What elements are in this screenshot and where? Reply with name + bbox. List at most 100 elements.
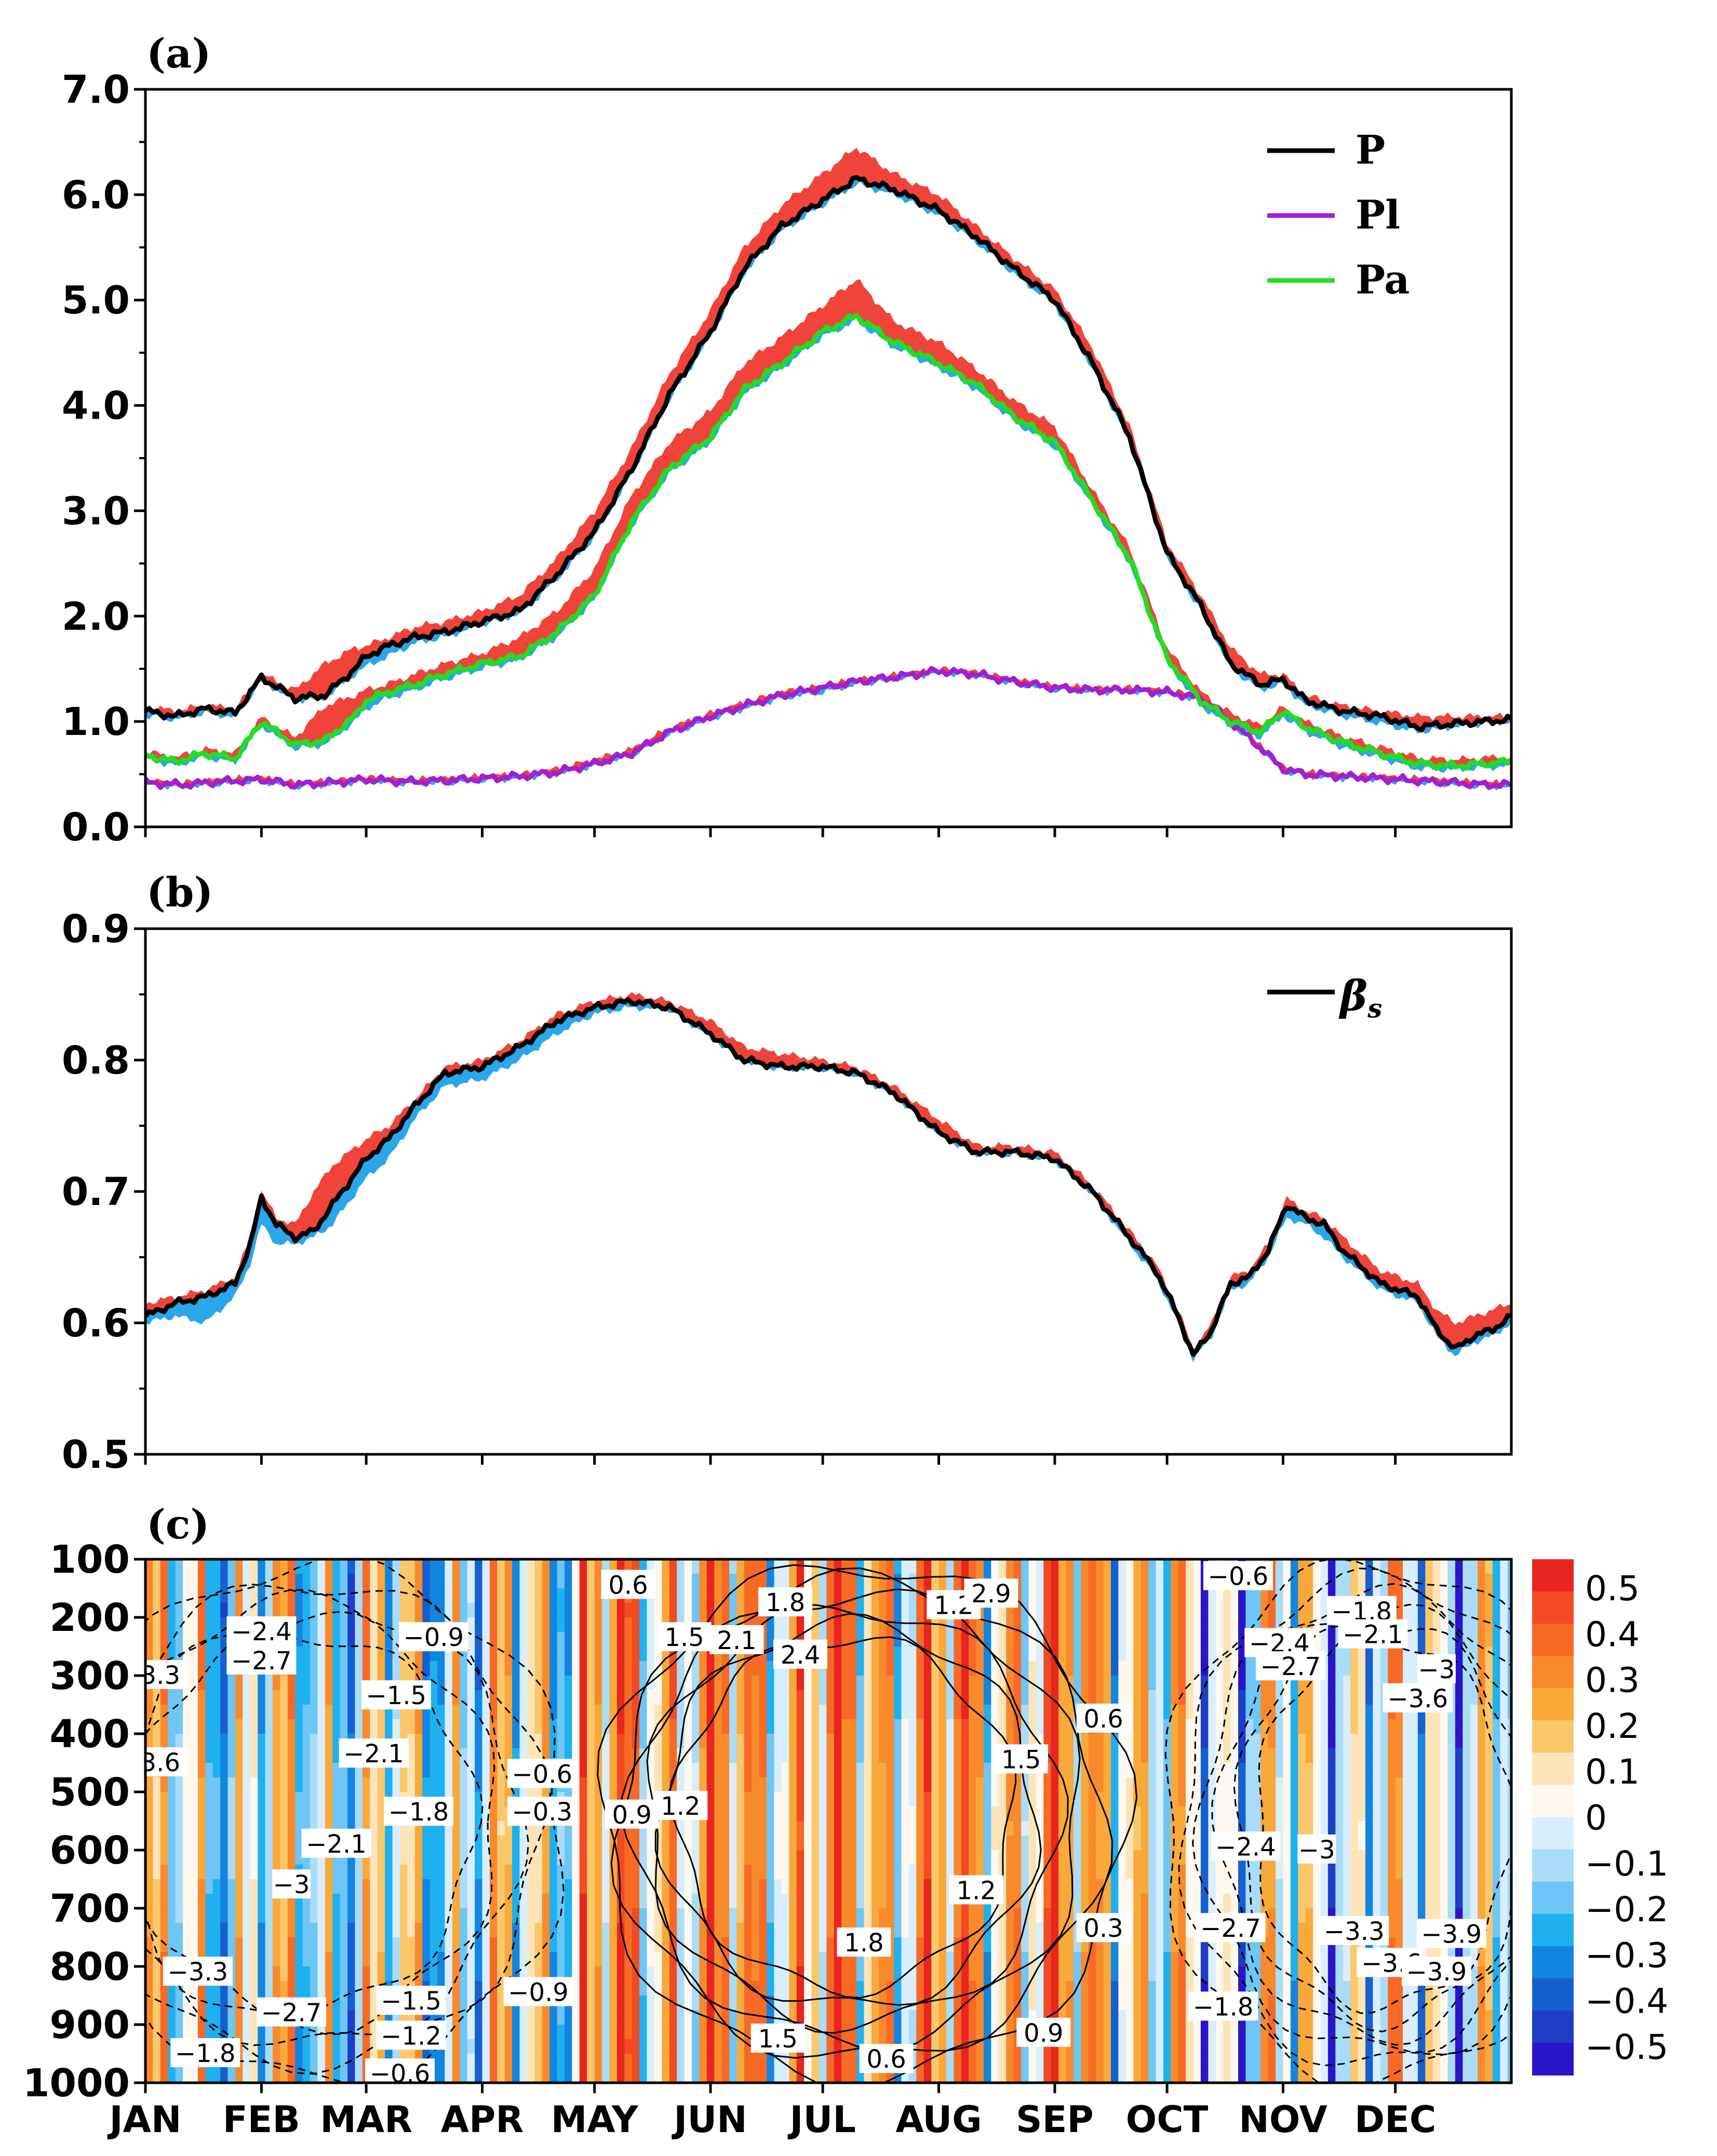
heatmap-cell bbox=[908, 1603, 917, 1618]
heatmap-cell bbox=[534, 1879, 543, 1894]
heatmap-cell bbox=[632, 1661, 640, 1676]
heatmap-cell bbox=[310, 1894, 318, 1909]
heatmap-cell bbox=[1058, 2054, 1067, 2069]
heatmap-cell bbox=[400, 1952, 408, 1967]
heatmap-cell bbox=[460, 1748, 468, 1763]
heatmap-cell bbox=[796, 1777, 805, 1792]
heatmap-cell bbox=[804, 1806, 812, 1822]
heatmap-cell bbox=[774, 1850, 782, 1865]
heatmap-cell bbox=[153, 1792, 161, 1807]
heatmap-cell bbox=[519, 1676, 528, 1691]
heatmap-cell bbox=[1028, 1690, 1037, 1705]
heatmap-cell bbox=[1125, 2054, 1134, 2069]
heatmap-cell bbox=[587, 1894, 595, 1909]
heatmap-cell bbox=[572, 1632, 580, 1647]
heatmap-cell bbox=[1043, 1981, 1052, 1996]
heatmap-cell bbox=[706, 1865, 715, 1880]
heatmap-cell bbox=[841, 1734, 850, 1749]
heatmap-cell bbox=[340, 1719, 348, 1734]
heatmap-cell bbox=[804, 1923, 812, 1938]
heatmap-cell bbox=[220, 1661, 229, 1676]
heatmap-cell bbox=[998, 1632, 1007, 1647]
heatmap-cell bbox=[706, 1952, 715, 1967]
heatmap-cell bbox=[774, 1792, 782, 1807]
heatmap-cell bbox=[662, 1879, 670, 1894]
heatmap-cell bbox=[616, 1676, 625, 1691]
heatmap-cell bbox=[205, 1719, 213, 1734]
heatmap-cell bbox=[437, 1836, 446, 1851]
heatmap-cell bbox=[759, 1806, 768, 1822]
heatmap-cell bbox=[1141, 1865, 1149, 1880]
heatmap-cell bbox=[160, 1588, 169, 1603]
heatmap-cell bbox=[1081, 1646, 1089, 1662]
heatmap-cell bbox=[497, 1603, 505, 1618]
heatmap-cell bbox=[849, 1690, 857, 1705]
heatmap-cell bbox=[273, 1850, 281, 1865]
heatmap-cell bbox=[736, 1705, 745, 1720]
heatmap-cell bbox=[616, 1836, 625, 1851]
heatmap-cell bbox=[759, 1705, 768, 1720]
heatmap-cell bbox=[946, 1937, 955, 1952]
heatmap-cell bbox=[969, 1719, 977, 1734]
heatmap-cell bbox=[332, 1937, 341, 1952]
heatmap-cell bbox=[310, 1617, 318, 1632]
heatmap-cell bbox=[901, 1908, 909, 1923]
heatmap-cell bbox=[534, 1661, 543, 1676]
heatmap-cell bbox=[430, 1559, 438, 1574]
heatmap-cell bbox=[250, 1879, 259, 1894]
heatmap-cell bbox=[923, 1574, 932, 1589]
heatmap-cell bbox=[789, 1719, 797, 1734]
heatmap-cell bbox=[864, 1996, 872, 2011]
heatmap-cell bbox=[624, 1996, 633, 2011]
heatmap-cell bbox=[699, 1966, 707, 1981]
heatmap-cell bbox=[197, 1996, 206, 2011]
heatmap-cell bbox=[212, 1836, 221, 1851]
heatmap-cell bbox=[647, 1850, 655, 1865]
heatmap-cell bbox=[258, 1966, 266, 1981]
heatmap-cell bbox=[549, 1559, 558, 1574]
heatmap-cell bbox=[976, 1748, 984, 1763]
heatmap-cell bbox=[549, 1676, 558, 1691]
heatmap-cell bbox=[325, 1603, 333, 1618]
heatmap-cell bbox=[414, 1879, 423, 1894]
heatmap-cell bbox=[355, 1705, 363, 1720]
heatmap-cell bbox=[392, 1559, 400, 1574]
heatmap-cell bbox=[549, 1952, 558, 1967]
heatmap-cell bbox=[714, 1705, 722, 1720]
heatmap-cell bbox=[954, 1559, 962, 1574]
heatmap-cell bbox=[1036, 1996, 1044, 2011]
heatmap-cell bbox=[175, 1617, 183, 1632]
heatmap-cell bbox=[265, 1676, 273, 1691]
heatmap-cell bbox=[1096, 1646, 1104, 1662]
heatmap-cell bbox=[1058, 1646, 1067, 1662]
heatmap-cell bbox=[1118, 1981, 1126, 1996]
heatmap-cell bbox=[160, 1632, 169, 1647]
heatmap-cell bbox=[332, 1996, 341, 2011]
heatmap-cell bbox=[662, 1821, 670, 1836]
heatmap-cell bbox=[1156, 2039, 1164, 2054]
heatmap-cell bbox=[273, 2054, 281, 2069]
heatmap-cell bbox=[227, 1836, 236, 1851]
heatmap-cell bbox=[923, 1559, 932, 1574]
heatmap-cell bbox=[400, 1588, 408, 1603]
heatmap-cell bbox=[804, 1908, 812, 1923]
heatmap-cell bbox=[991, 2054, 999, 2069]
heatmap-cell bbox=[864, 1676, 872, 1691]
heatmap-cell bbox=[467, 1777, 476, 1792]
heatmap-cell bbox=[1066, 1661, 1074, 1676]
heatmap-cell bbox=[1013, 2068, 1022, 2083]
heatmap-cell bbox=[864, 1748, 872, 1763]
heatmap-cell bbox=[871, 1836, 880, 1851]
heatmap-cell bbox=[212, 1806, 221, 1822]
heatmap-cell bbox=[519, 1923, 528, 1938]
heatmap-cell bbox=[243, 1850, 251, 1865]
heatmap-cell bbox=[280, 1763, 288, 1778]
heatmap-cell bbox=[497, 1996, 505, 2011]
heatmap-cell bbox=[662, 1676, 670, 1691]
heatmap-cell bbox=[557, 1894, 565, 1909]
heatmap-cell bbox=[422, 1777, 431, 1792]
heatmap-cell bbox=[894, 1705, 902, 1720]
heatmap-cell bbox=[729, 1836, 737, 1851]
heatmap-cell bbox=[310, 1705, 318, 1720]
heatmap-cell bbox=[1043, 1719, 1052, 1734]
